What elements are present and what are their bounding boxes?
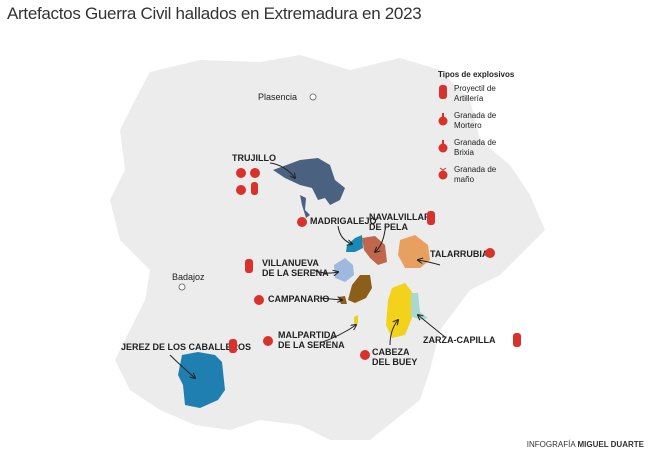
label-line: DE PELA (369, 222, 409, 232)
label-zarza-capilla: ZARZA-CAPILLA (423, 335, 496, 345)
label-campanario: CAMPANARIO (268, 294, 330, 304)
mortar-grenade-icon (297, 217, 307, 227)
mortar-grenade-icon (254, 295, 264, 305)
region-outline (110, 55, 545, 440)
legend-label: maño (454, 175, 475, 184)
madrigalejo-area (346, 235, 363, 252)
legend-label: Granada de (454, 111, 497, 120)
cabeza-area (386, 283, 412, 338)
mortar-grenade-icon (263, 336, 273, 346)
credit-author: MIGUEL DUARTE (577, 440, 644, 449)
legend-item-brixia: Granada de Brixia (438, 138, 514, 158)
city-badajoz: Badajoz (172, 272, 205, 282)
label-villanueva: VILLANUEVA DE LA SERENA (262, 258, 329, 278)
label-cabeza-del-buey: CABEZA DEL BUEY (372, 347, 417, 367)
campanario-area (338, 275, 372, 304)
artillery-shell-icon (427, 211, 435, 225)
mortar-grenade-icon (438, 113, 448, 126)
legend-heading: Tipos de explosivos (438, 70, 515, 79)
label-line: VILLANUEVA (262, 258, 319, 268)
legend-label: Granada de (454, 165, 497, 174)
credit: INFOGRAFÍA MIGUEL DUARTE (527, 440, 644, 449)
malpartida-area (354, 315, 358, 324)
legend-label: Proyectil de (454, 84, 496, 93)
label-line: MALPARTIDA (278, 330, 337, 340)
legend-item-hand-grenade: Granada de maño (438, 165, 514, 185)
legend-label: Artillería (454, 94, 484, 103)
plasencia-marker (309, 93, 317, 101)
page-title: Artefactos Guerra Civil hallados en Extr… (7, 4, 422, 23)
legend-label: Granada de (454, 138, 497, 147)
artillery-shell-icon (439, 85, 447, 99)
label-line: DE LA SERENA (278, 340, 345, 350)
credit-prefix: INFOGRAFÍA (526, 440, 576, 449)
label-jerez: JEREZ DE LOS CABALLEROS (121, 342, 252, 352)
brixia-grenade-icon (360, 350, 370, 360)
legend-label: Brixia (454, 148, 475, 157)
label-talarrubias: TALARRUBIAS (430, 249, 495, 259)
label-line: DE LA SERENA (262, 268, 329, 278)
label-line: DEL BUEY (372, 357, 418, 367)
label-malpartida: MALPARTIDA DE LA SERENA (278, 330, 345, 350)
legend-item-mortar: Granada de Mortero (438, 111, 514, 131)
legend-label: Mortero (454, 121, 482, 130)
label-line: NAVALVILLAR (369, 212, 431, 222)
city-plasencia: Plasencia (258, 92, 298, 102)
legend-item-artillery: Proyectil de Artillería (438, 84, 514, 104)
hand-grenade-icon (438, 167, 448, 180)
legend: Tipos de explosivos Proyectil de Artiller… (438, 70, 514, 192)
label-navalvillar: NAVALVILLAR DE PELA (369, 212, 431, 232)
artillery-shell-icon (513, 333, 521, 347)
artillery-shell-icon (245, 259, 253, 273)
jerez-area (178, 352, 225, 408)
trujillo-explosive-icons (236, 168, 260, 195)
label-line: CABEZA (372, 347, 410, 357)
badajoz-marker (178, 283, 186, 291)
brixia-grenade-icon (438, 140, 448, 153)
label-madrigalejo: MADRIGALEJO (310, 216, 377, 226)
artillery-shell-icon (229, 339, 237, 353)
label-trujillo: TRUJILLO (232, 153, 276, 163)
hand-grenade-icon (485, 248, 495, 258)
zarza-capilla-area (411, 293, 428, 320)
